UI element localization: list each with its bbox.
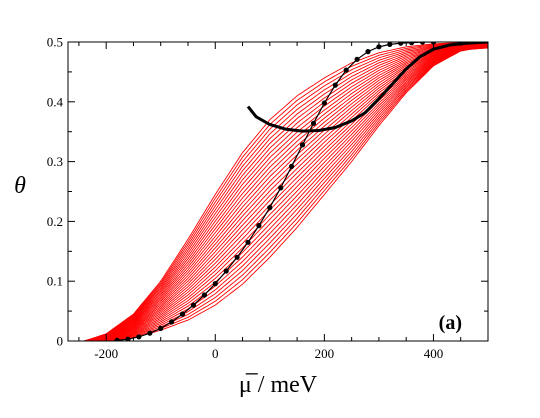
data-point-marker bbox=[365, 49, 371, 55]
isotherm-curve bbox=[68, 44, 488, 341]
y-tick-label: 0 bbox=[57, 334, 64, 349]
isotherm-curve bbox=[68, 42, 488, 341]
data-point-marker bbox=[409, 42, 415, 46]
isotherm-curve bbox=[68, 46, 488, 341]
isotherm-curve bbox=[68, 44, 488, 341]
data-point-marker bbox=[343, 67, 349, 73]
data-point-marker bbox=[321, 100, 327, 106]
plot-area bbox=[68, 42, 488, 341]
isotherm-curve bbox=[68, 47, 488, 341]
data-point-marker bbox=[212, 281, 218, 287]
panel-label: (a) bbox=[439, 312, 462, 334]
data-point-marker bbox=[299, 142, 306, 148]
data-point-marker bbox=[256, 223, 262, 229]
data-point-marker bbox=[190, 302, 197, 308]
isotherm-curve bbox=[68, 46, 488, 341]
data-point-marker bbox=[289, 163, 295, 169]
data-point-marker bbox=[234, 254, 240, 260]
data-point-marker bbox=[310, 120, 317, 126]
data-point-marker bbox=[332, 82, 338, 88]
data-point-marker bbox=[114, 337, 120, 341]
isotherm-curve bbox=[68, 47, 488, 341]
isotherm-curve bbox=[68, 45, 488, 341]
data-point-marker bbox=[125, 336, 131, 341]
data-point-marker bbox=[147, 330, 153, 336]
data-point-marker bbox=[278, 185, 284, 191]
isotherm-curve bbox=[68, 42, 488, 341]
y-tick-label: 0.4 bbox=[47, 94, 64, 109]
isotherm-curve bbox=[68, 44, 488, 341]
isotherm-curve bbox=[68, 43, 488, 341]
x-tick-label: -200 bbox=[94, 346, 118, 361]
data-point-marker bbox=[223, 268, 229, 274]
isotherm-curve bbox=[68, 42, 488, 341]
data-point-marker bbox=[267, 205, 273, 211]
isotherm-curve bbox=[68, 45, 488, 341]
y-axis-title: θ bbox=[14, 173, 26, 199]
isotherm-curve bbox=[68, 44, 488, 341]
x-tick-label: 0 bbox=[212, 346, 219, 361]
y-tick-label: 0.1 bbox=[47, 274, 63, 289]
x-tick-label: 200 bbox=[315, 346, 335, 361]
isotherm-curve bbox=[68, 45, 488, 341]
data-point-marker bbox=[179, 311, 186, 317]
y-tick-label: 0.2 bbox=[47, 214, 63, 229]
isotherm-curve bbox=[68, 46, 488, 341]
highlighted-curve bbox=[246, 42, 488, 133]
y-tick-label: 0.3 bbox=[47, 154, 63, 169]
isotherm-curve bbox=[68, 42, 488, 341]
isotherm-curve bbox=[68, 46, 488, 341]
x-axis-title: μ̅ / meV bbox=[239, 372, 318, 398]
data-point-marker bbox=[136, 334, 142, 340]
x-tick-label: 400 bbox=[424, 346, 444, 361]
data-point-marker bbox=[245, 239, 251, 245]
data-point-marker bbox=[419, 42, 426, 45]
y-tick-label: 0.5 bbox=[47, 35, 63, 50]
isotherm-curve bbox=[68, 42, 488, 341]
isotherm-curve bbox=[68, 42, 488, 341]
data-point-marker bbox=[387, 42, 393, 47]
isotherm-curve bbox=[68, 47, 488, 341]
data-point-marker bbox=[376, 44, 382, 50]
isotherm-curve bbox=[68, 46, 488, 341]
axes: -200 0 200 400 0 0.1 0.2 0.3 0.4 0.5 bbox=[47, 35, 489, 361]
data-point-marker bbox=[158, 325, 164, 331]
isotherm-curve bbox=[68, 45, 488, 341]
data-point-marker bbox=[201, 292, 207, 298]
data-point-marker bbox=[354, 56, 360, 62]
data-point-marker bbox=[398, 42, 404, 46]
isotherm-curve bbox=[68, 42, 488, 341]
data-point-marker bbox=[169, 319, 175, 325]
